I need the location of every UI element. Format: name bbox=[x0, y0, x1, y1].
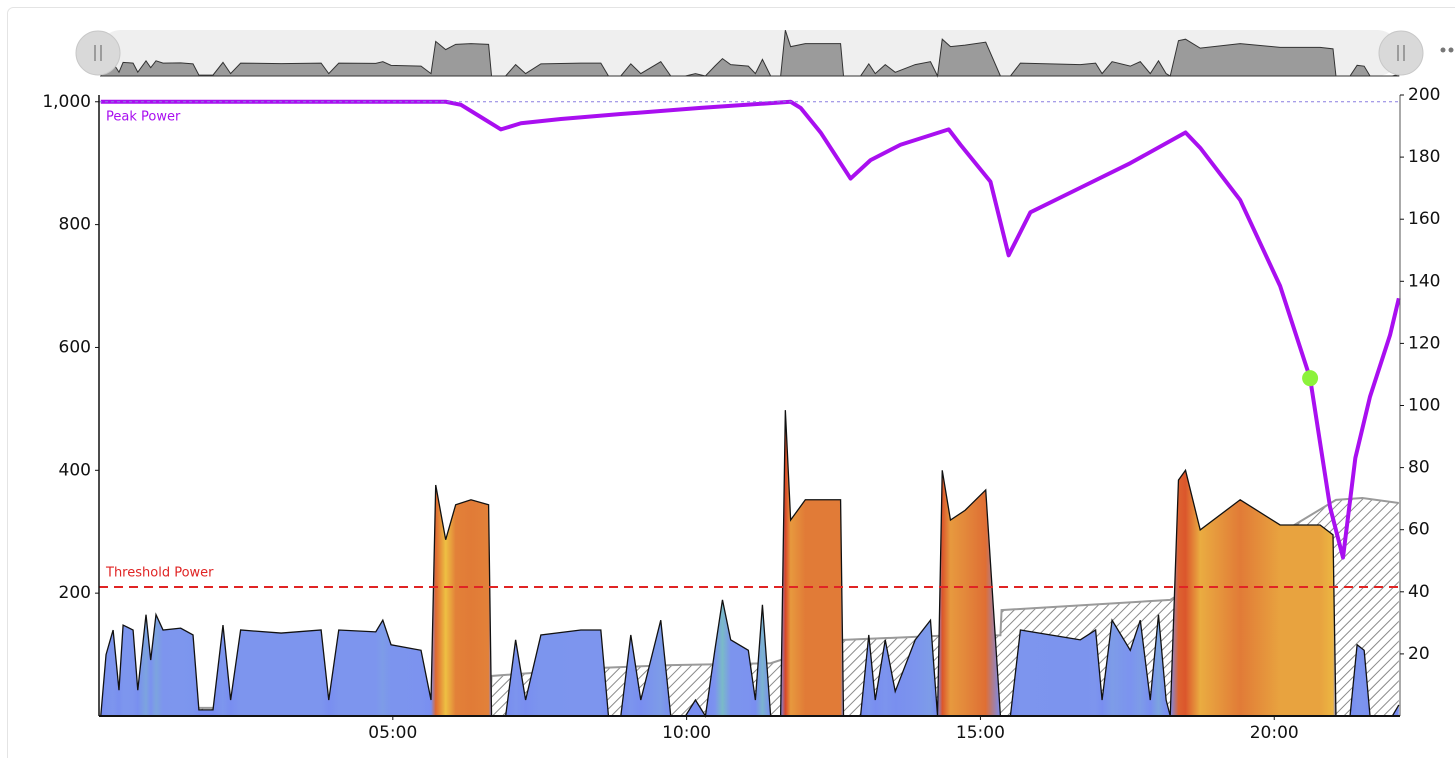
x-tick-label: 10:00 bbox=[662, 723, 711, 743]
y2-tick-label: 20 bbox=[1408, 644, 1430, 664]
y2-tick-label: 80 bbox=[1408, 458, 1430, 478]
y2-tick-label: 160 bbox=[1408, 209, 1440, 229]
y-tick-label: 200 bbox=[59, 583, 91, 603]
navigator-area bbox=[99, 30, 1400, 78]
hatched-line bbox=[198, 497, 1399, 709]
y2-tick-label: 60 bbox=[1408, 520, 1430, 540]
peak-power-line bbox=[100, 99, 1401, 560]
x-tick-label: 20:00 bbox=[1250, 723, 1299, 743]
y2-tick-label: 180 bbox=[1408, 147, 1440, 167]
navigator-handle-right[interactable] bbox=[1378, 30, 1424, 76]
x-tick-label: 05:00 bbox=[368, 723, 417, 743]
cursor-point bbox=[1302, 370, 1319, 387]
series-label: Peak Power bbox=[106, 110, 181, 125]
power-area bbox=[100, 410, 1399, 716]
y2-tick-label: 100 bbox=[1408, 396, 1440, 416]
more-menu[interactable] bbox=[1440, 47, 1454, 53]
y-tick-label: 600 bbox=[59, 337, 91, 357]
y-tick-label: 400 bbox=[59, 460, 91, 480]
y2-tick-label: 40 bbox=[1408, 582, 1430, 602]
y2-tick-label: 140 bbox=[1408, 271, 1440, 291]
power-line bbox=[100, 410, 1400, 718]
y-tick-label: 1,000 bbox=[42, 92, 91, 112]
y2-tick-label: 200 bbox=[1408, 85, 1440, 105]
plot: Peak Power Threshold Power 200 400 600 800 1,0… bbox=[42, 85, 1440, 743]
threshold-label: Threshold Power bbox=[105, 566, 214, 581]
x-tick-label: 15:00 bbox=[956, 723, 1005, 743]
card bbox=[7, 7, 1455, 758]
y2-tick-label: 120 bbox=[1408, 333, 1440, 353]
y-tick-label: 800 bbox=[59, 215, 91, 235]
navigator bbox=[99, 30, 1400, 78]
navigator-handle-left[interactable] bbox=[75, 30, 121, 76]
